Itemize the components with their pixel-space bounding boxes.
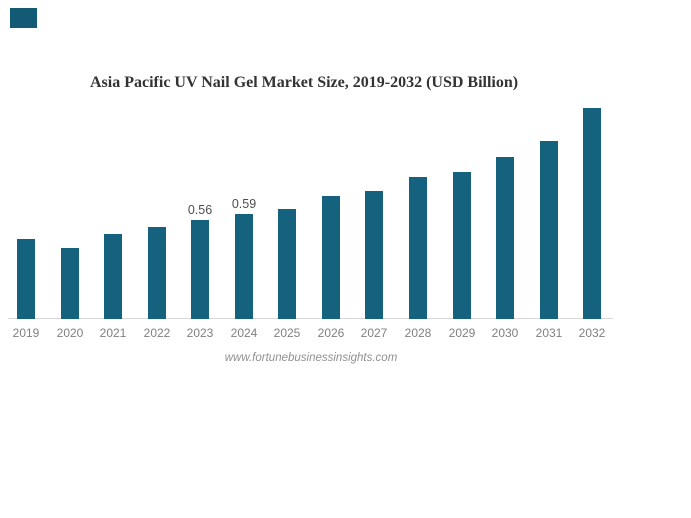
logo-mark [10, 8, 37, 28]
bar-2026 [322, 196, 340, 319]
bar-2025 [278, 209, 296, 319]
x-axis-line [8, 318, 613, 319]
bar-2028 [409, 177, 427, 319]
x-tick-2031: 2031 [535, 326, 563, 340]
x-tick-2022: 2022 [143, 326, 171, 340]
bar-2030 [496, 157, 514, 319]
bar-2020 [61, 248, 79, 319]
data-label-2023: 0.56 [187, 203, 213, 217]
x-tick-2026: 2026 [317, 326, 345, 340]
bar-2022 [148, 227, 166, 319]
data-label-2024: 0.59 [231, 197, 257, 211]
bar-2019 [17, 239, 35, 319]
source-watermark: www.fortunebusinessinsights.com [224, 352, 398, 364]
bar-2031 [540, 141, 558, 319]
x-tick-2021: 2021 [99, 326, 127, 340]
bar-2021 [104, 234, 122, 319]
x-tick-2024: 2024 [230, 326, 258, 340]
chart-title: Asia Pacific UV Nail Gel Market Size, 20… [90, 74, 519, 91]
bar-2027 [365, 191, 383, 319]
x-tick-2025: 2025 [273, 326, 301, 340]
bar-2023 [191, 220, 209, 319]
x-tick-2029: 2029 [448, 326, 476, 340]
x-tick-2032: 2032 [578, 326, 606, 340]
x-tick-2019: 2019 [12, 326, 40, 340]
bar-2024 [235, 214, 253, 319]
x-tick-2027: 2027 [360, 326, 388, 340]
x-tick-2028: 2028 [404, 326, 432, 340]
bar-2032 [583, 108, 601, 319]
x-tick-2030: 2030 [491, 326, 519, 340]
x-tick-2020: 2020 [56, 326, 84, 340]
x-tick-2023: 2023 [186, 326, 214, 340]
bar-2029 [453, 172, 471, 319]
